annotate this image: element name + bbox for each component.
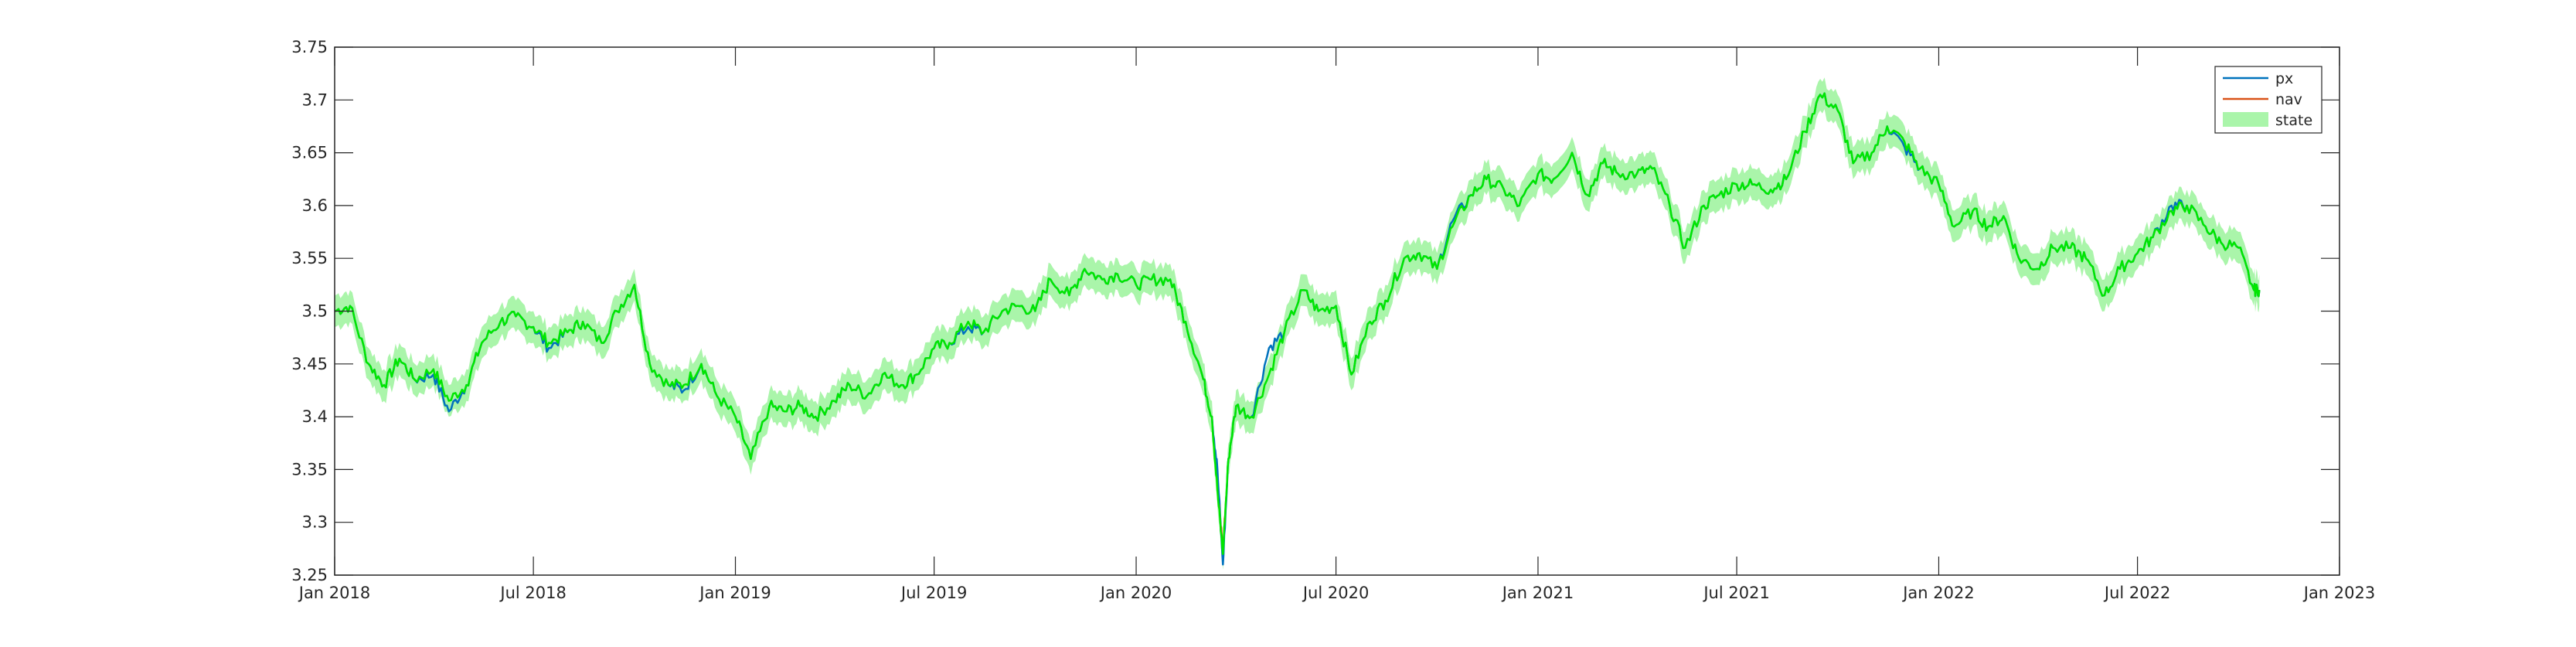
legend: px nav state (2214, 66, 2322, 134)
x-tick-label-4: Jan 2020 (1099, 584, 1172, 602)
y-tick-label-9: 3.7 (302, 90, 328, 109)
x-tick-label-6: Jan 2021 (1501, 584, 1574, 602)
x-tick-label-5: Jul 2020 (1302, 584, 1369, 602)
x-tick-label-7: Jul 2021 (1702, 584, 1769, 602)
y-tick-label-5: 3.5 (302, 302, 328, 321)
y-axis: 3.25 3.3 3.35 3.4 3.45 3.5 3.55 3.6 3.65 3.7 3.75 (291, 38, 2339, 584)
x-tick-label-1: Jul 2018 (499, 584, 566, 602)
x-tick-label-2: Jan 2019 (698, 584, 771, 602)
x-axis: Jan 2018 Jul 2018 Jan 2019 Jul 2019 Jan 2020… (298, 47, 2376, 602)
legend-state-label: state (2275, 112, 2312, 129)
legend-px-label: px (2275, 70, 2293, 87)
y-tick-label-4: 3.45 (291, 355, 328, 373)
x-tick-label-3: Jul 2019 (900, 584, 967, 602)
legend-state-swatch (2223, 112, 2268, 127)
x-tick-label-8: Jan 2022 (1901, 584, 1975, 602)
x-tick-label-10: Jan 2023 (2302, 584, 2376, 602)
y-tick-label-2: 3.35 (291, 460, 328, 478)
y-tick-label-8: 3.65 (291, 144, 328, 162)
x-tick-label-0: Jan 2018 (298, 584, 371, 602)
y-tick-label-10: 3.75 (291, 38, 328, 56)
y-tick-label-3: 3.4 (302, 407, 328, 426)
x-tick-label-9: Jul 2022 (2103, 584, 2170, 602)
y-tick-label-0: 3.25 (291, 566, 328, 584)
y-tick-label-6: 3.55 (291, 249, 328, 267)
state-line (334, 92, 2261, 555)
legend-nav-label: nav (2275, 91, 2302, 108)
y-tick-label-7: 3.6 (302, 196, 328, 215)
y-tick-label-1: 3.3 (302, 513, 328, 532)
series-lines-layer (334, 92, 2261, 566)
